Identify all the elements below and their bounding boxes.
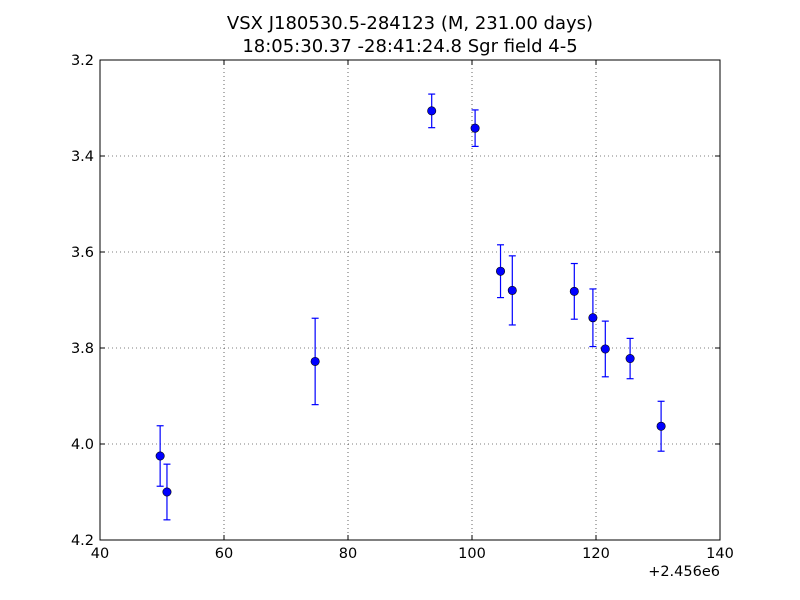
data-point-group [155,425,165,487]
data-point-group [427,93,437,129]
data-point [162,487,172,497]
data-point-group [496,244,506,299]
y-tick-label: 4.0 [71,437,94,453]
plot-frame [99,59,721,541]
data-point [155,451,165,461]
y-tick-label: 3.6 [71,245,94,261]
data-point [656,421,666,431]
x-tick-label: 120 [582,546,610,562]
y-tick-label: 3.2 [71,53,94,69]
data-point [588,313,598,323]
y-tick-labels: 3.2 3.4 3.6 3.8 4.0 4.2 [71,53,94,549]
chart-subtitle: 18:05:30.37 -28:41:24.8 Sgr field 4-5 [242,36,577,57]
data-point-group [470,109,480,147]
x-tick-label: 80 [339,546,357,562]
data-point [470,123,480,133]
y-tick-label: 3.8 [71,341,94,357]
x-tick-labels: 40 60 80 100 120 140 [91,546,734,562]
data-point [600,344,610,354]
data-point [310,356,320,366]
data-point-group [310,317,320,406]
data-point [496,266,506,276]
y-tick-label: 4.2 [71,533,94,549]
data-point-group [588,288,598,348]
x-tick-label: 140 [706,546,734,562]
chart-title: VSX J180530.5-284123 (M, 231.00 days) [227,13,593,34]
data-point [507,285,517,295]
x-tick-label: 100 [458,546,486,562]
y-tick-label: 3.4 [71,149,94,165]
data-point-group [162,463,172,521]
grid [100,60,720,540]
data-point-group [600,320,610,378]
data-point-group [625,337,635,380]
data-point-group [569,262,579,320]
x-tick-label: 40 [91,546,109,562]
x-tick-label: 60 [215,546,233,562]
data-series [155,93,666,521]
data-point [569,286,579,296]
data-point [625,354,635,364]
data-point [427,106,437,116]
axis-ticks [99,59,721,541]
data-point-group [507,255,517,326]
x-axis-offset-label: +2.456e6 [648,564,720,580]
data-point-group [656,400,666,452]
